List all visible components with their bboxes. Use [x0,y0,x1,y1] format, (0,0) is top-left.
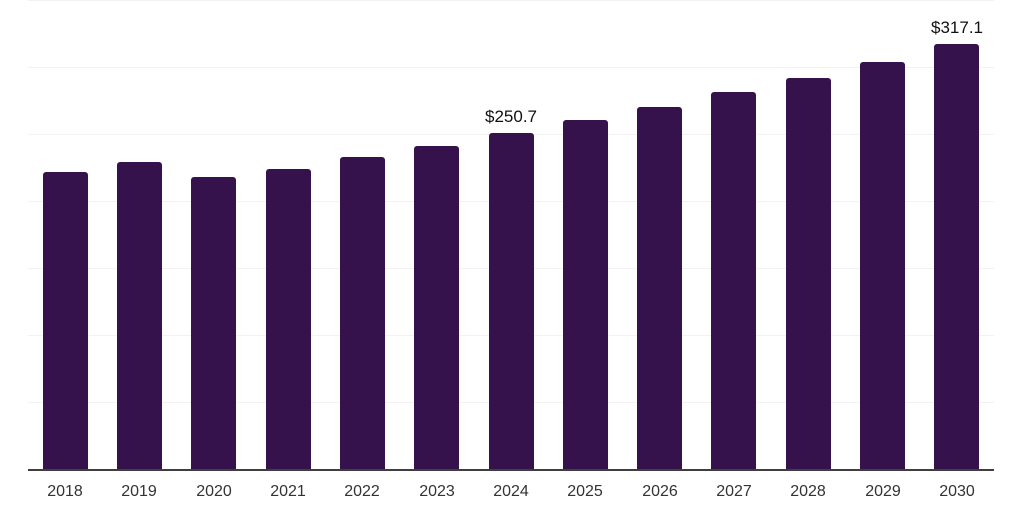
x-tick-2022: 2022 [344,483,380,500]
value-label-2024: $250.7 [485,107,537,126]
bar-2024 [489,133,534,469]
x-axis-line [28,469,994,471]
x-tick-2027: 2027 [716,483,752,500]
value-label-2030: $317.1 [931,18,983,37]
gridline-350 [28,0,994,1]
x-tick-2029: 2029 [865,483,901,500]
bar-2027 [711,92,756,469]
bar-2020 [191,177,236,469]
x-tick-2025: 2025 [567,483,603,500]
x-tick-2018: 2018 [47,483,83,500]
bar-2026 [637,107,682,469]
x-tick-2023: 2023 [419,483,455,500]
x-tick-2026: 2026 [642,483,678,500]
x-tick-2019: 2019 [121,483,157,500]
x-tick-2030: 2030 [939,483,975,500]
x-tick-2024: 2024 [493,483,529,500]
x-tick-2028: 2028 [790,483,826,500]
x-tick-2021: 2021 [270,483,306,500]
bar-2021 [266,169,311,469]
bar-2028 [786,78,831,469]
bar-2019 [117,162,162,469]
bar-2029 [860,62,905,469]
x-axis-tick-labels: 2018 2019 2020 2021 2022 2023 2024 2025 2026 2027… [28,483,994,505]
plot-area: $250.7 $317.1 [28,0,994,469]
x-tick-2020: 2020 [196,483,232,500]
gridline-300 [28,67,994,68]
bar-2025 [563,120,608,469]
bar-2022 [340,157,385,469]
bar-2023 [414,146,459,469]
bar-2030 [934,44,979,469]
bar-2018 [43,172,88,469]
